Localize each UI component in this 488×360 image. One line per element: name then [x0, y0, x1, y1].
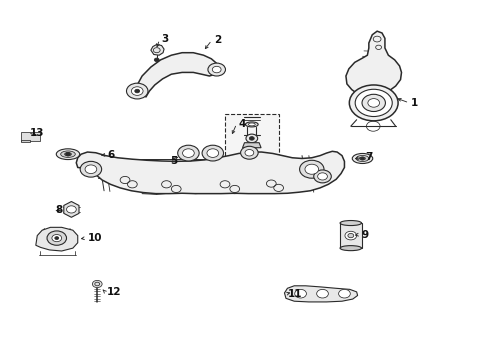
Circle shape [316, 289, 328, 298]
Text: 7: 7 [365, 152, 372, 162]
Ellipse shape [351, 153, 372, 163]
Ellipse shape [56, 149, 80, 159]
Ellipse shape [64, 153, 71, 156]
Polygon shape [339, 223, 361, 248]
Text: 4: 4 [238, 119, 245, 129]
Circle shape [52, 234, 61, 242]
Text: 10: 10 [87, 233, 102, 243]
Circle shape [249, 136, 254, 140]
Polygon shape [242, 143, 261, 148]
Ellipse shape [245, 122, 258, 127]
Circle shape [65, 152, 70, 156]
Text: 8: 8 [55, 206, 62, 216]
Circle shape [206, 149, 218, 157]
Polygon shape [36, 227, 78, 251]
Circle shape [182, 149, 194, 157]
Circle shape [135, 89, 140, 93]
Text: 5: 5 [170, 156, 177, 166]
Circle shape [294, 289, 306, 298]
Circle shape [317, 173, 327, 180]
Circle shape [92, 280, 102, 288]
Ellipse shape [61, 151, 75, 157]
Ellipse shape [359, 157, 365, 160]
FancyBboxPatch shape [21, 140, 30, 142]
Polygon shape [76, 151, 344, 194]
Polygon shape [136, 53, 219, 97]
FancyBboxPatch shape [224, 114, 278, 157]
Ellipse shape [355, 156, 368, 162]
Circle shape [154, 58, 159, 62]
Circle shape [367, 99, 379, 107]
Circle shape [207, 63, 225, 76]
Circle shape [47, 231, 66, 245]
FancyBboxPatch shape [21, 132, 40, 140]
Circle shape [245, 134, 257, 143]
Ellipse shape [248, 123, 255, 126]
Circle shape [66, 206, 76, 213]
Circle shape [361, 94, 385, 112]
Text: 6: 6 [107, 150, 114, 160]
Circle shape [305, 164, 318, 174]
Text: 1: 1 [410, 98, 418, 108]
Ellipse shape [339, 246, 361, 251]
Circle shape [313, 170, 330, 183]
Circle shape [354, 89, 391, 117]
Text: 13: 13 [30, 128, 44, 138]
Circle shape [244, 149, 253, 156]
Text: 2: 2 [213, 35, 221, 45]
Text: 11: 11 [287, 289, 301, 299]
Circle shape [80, 161, 102, 177]
Circle shape [344, 231, 356, 240]
Circle shape [85, 165, 97, 174]
Polygon shape [345, 31, 401, 116]
Circle shape [348, 85, 397, 121]
Circle shape [299, 160, 324, 178]
Polygon shape [284, 286, 357, 302]
Circle shape [360, 157, 364, 160]
Text: 9: 9 [361, 230, 368, 239]
Circle shape [202, 145, 223, 161]
Text: 12: 12 [107, 287, 121, 297]
Circle shape [55, 237, 59, 239]
Polygon shape [63, 202, 79, 217]
Polygon shape [151, 44, 163, 55]
Circle shape [131, 87, 143, 95]
Ellipse shape [339, 221, 361, 226]
Text: 3: 3 [161, 35, 168, 44]
Circle shape [177, 145, 199, 161]
Circle shape [240, 146, 258, 159]
Circle shape [338, 289, 349, 298]
Circle shape [212, 66, 221, 73]
Circle shape [126, 83, 148, 99]
Circle shape [347, 233, 353, 238]
